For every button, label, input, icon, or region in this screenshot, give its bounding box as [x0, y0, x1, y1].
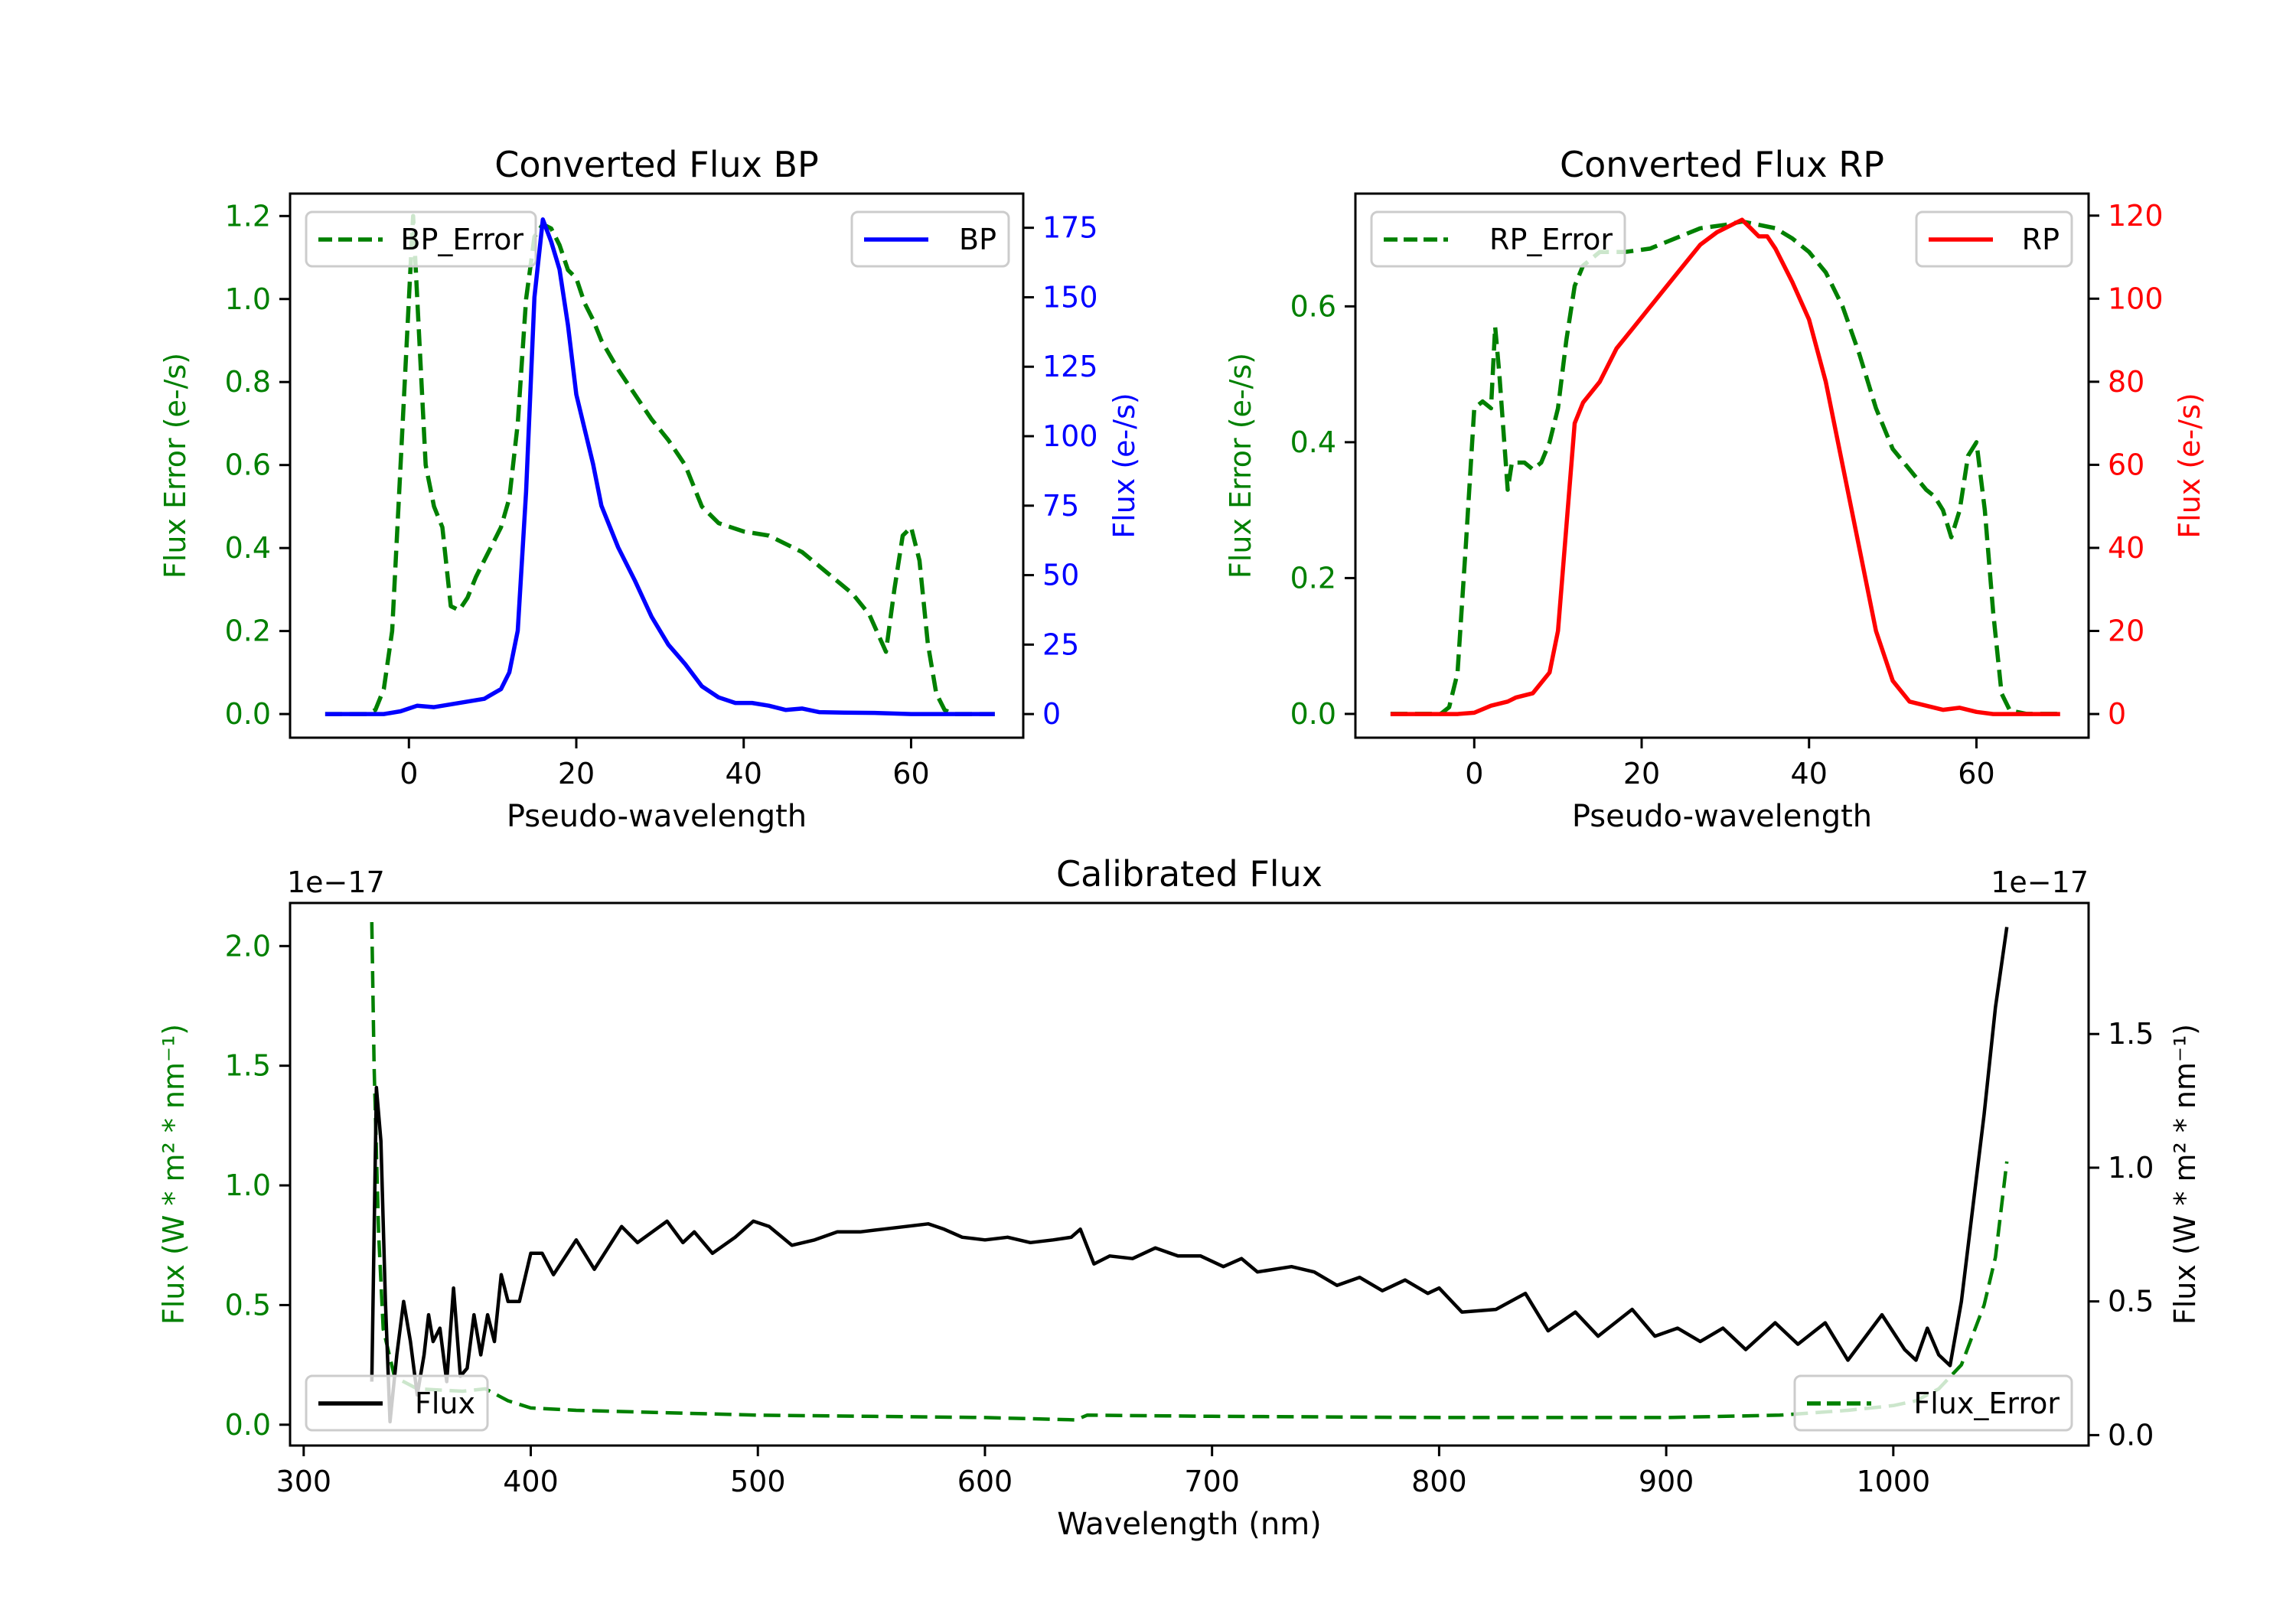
y-right-tick-label: 20	[2108, 614, 2144, 648]
y-left-offset-text: 1e−17	[287, 865, 385, 899]
axes-frame	[289, 901, 2090, 1447]
y-left-tick-label: 0.2	[225, 614, 271, 648]
x-tick-label: 700	[1184, 1465, 1240, 1498]
x-axis-label: Pseudo-wavelength	[507, 799, 807, 834]
series-line-bp	[325, 217, 995, 716]
chart-0: Converted Flux BP 0 20 40 60 Pseudo-wavelengt…	[158, 144, 1141, 834]
x-tick-label: 900	[1639, 1465, 1694, 1498]
y-right-tick-label: 120	[2108, 199, 2164, 233]
y-left-tick-label: 0.0	[1290, 697, 1336, 731]
x-tick-label: 600	[957, 1465, 1013, 1498]
y-right-offset-text: 1e−17	[1991, 865, 2089, 899]
y-left-axis-label: Flux Error (e-/s)	[158, 353, 192, 579]
series-line-rp	[1390, 217, 2060, 716]
y-right-tick-label: 40	[2108, 531, 2144, 565]
x-tick-label: 500	[730, 1465, 786, 1498]
legend-flux-error: Flux_Error	[1793, 1374, 2073, 1432]
y-left-tick-label: 0.4	[1290, 425, 1336, 459]
x-tick-label: 40	[726, 757, 762, 790]
legend-label: BP_Error	[400, 223, 523, 256]
y-left-tick-label: 0.5	[225, 1288, 271, 1322]
x-tick-label: 400	[503, 1465, 559, 1498]
x-axis-label: Wavelength (nm)	[1057, 1507, 1322, 1542]
series-line-rp-error	[1390, 219, 2060, 716]
x-tick-label: 1000	[1856, 1465, 1930, 1498]
legend-label: RP_Error	[1489, 223, 1613, 256]
legend-label: RP	[2022, 223, 2060, 256]
y-left-tick-label: 0.6	[1290, 289, 1336, 323]
y-right-tick-label: 100	[1042, 419, 1098, 453]
chart-title: Converted Flux RP	[1560, 144, 1884, 185]
y-left-axis-label: Flux (W * m² * nm⁻¹)	[157, 1024, 191, 1325]
x-axis-label: Pseudo-wavelength	[1572, 799, 1872, 834]
y-left-tick-label: 0.2	[1290, 561, 1336, 595]
y-left-tick-label: 0.6	[225, 448, 271, 482]
y-right-tick-label: 0.5	[2108, 1285, 2154, 1319]
x-tick-label: 800	[1411, 1465, 1467, 1498]
y-right-tick-label: 80	[2108, 365, 2144, 399]
y-left-axis-label: Flux Error (e-/s)	[1224, 353, 1257, 579]
y-right-axis-label: Flux (W * m² * nm⁻¹)	[2168, 1024, 2202, 1325]
y-left-tick-label: 0.0	[225, 697, 271, 731]
legend-label: Flux_Error	[1913, 1387, 2060, 1420]
x-tick-label: 0	[400, 757, 418, 790]
y-right-tick-label: 25	[1042, 627, 1079, 661]
series-line-flux	[370, 927, 2009, 1424]
y-left-tick-label: 0.0	[225, 1408, 271, 1442]
axes-frame	[289, 192, 1025, 739]
x-tick-label: 20	[1623, 757, 1660, 790]
y-right-tick-label: 175	[1042, 211, 1098, 245]
y-right-axis-label: Flux (e-/s)	[1107, 393, 1141, 538]
y-left-tick-label: 0.4	[225, 531, 271, 565]
x-tick-label: 0	[1465, 757, 1483, 790]
y-left-tick-label: 1.5	[225, 1049, 271, 1083]
y-right-tick-label: 0.0	[2108, 1418, 2154, 1452]
legend-bp: BP	[850, 210, 1010, 268]
legend-rp-error: RP_Error	[1370, 210, 1626, 268]
y-right-tick-label: 150	[1042, 280, 1098, 314]
y-right-tick-label: 75	[1042, 489, 1079, 523]
x-tick-label: 300	[276, 1465, 332, 1498]
chart-title: Converted Flux BP	[494, 144, 819, 185]
y-left-tick-label: 1.0	[225, 1169, 271, 1202]
y-left-tick-label: 0.8	[225, 365, 271, 399]
legend-bp-error: BP_Error	[305, 210, 537, 268]
x-tick-label: 40	[1791, 757, 1828, 790]
legend-flux: Flux	[305, 1374, 489, 1432]
chart-1: Converted Flux RP 0 20 40 60 Pseudo-wavelengt…	[1224, 144, 2206, 834]
y-right-tick-label: 100	[2108, 282, 2164, 315]
y-left-tick-label: 2.0	[225, 929, 271, 963]
legend-label: BP	[959, 223, 996, 256]
y-right-axis-label: Flux (e-/s)	[2173, 393, 2206, 538]
y-right-tick-label: 125	[1042, 350, 1098, 383]
chart-2: Calibrated Flux 300 400 500 600 700 800 900 1000…	[157, 853, 2202, 1542]
axes-frame	[1354, 192, 2090, 739]
y-left-tick-label: 1.2	[225, 199, 271, 233]
y-right-tick-label: 0	[2108, 697, 2126, 731]
y-left-tick-label: 1.0	[225, 282, 271, 316]
x-tick-label: 60	[1958, 757, 1994, 790]
y-right-tick-label: 1.0	[2108, 1151, 2154, 1185]
y-right-tick-label: 60	[2108, 448, 2144, 481]
y-right-tick-label: 50	[1042, 559, 1079, 592]
x-tick-label: 60	[892, 757, 929, 790]
legend-rp: RP	[1915, 210, 2073, 268]
y-right-tick-label: 0	[1042, 697, 1061, 731]
series-line-bp-error	[325, 214, 995, 716]
chart-title: Calibrated Flux	[1056, 853, 1322, 895]
series-line-flux-error	[370, 921, 2009, 1422]
x-tick-label: 20	[558, 757, 595, 790]
y-right-tick-label: 1.5	[2108, 1017, 2154, 1051]
legend-label: Flux	[415, 1387, 475, 1420]
